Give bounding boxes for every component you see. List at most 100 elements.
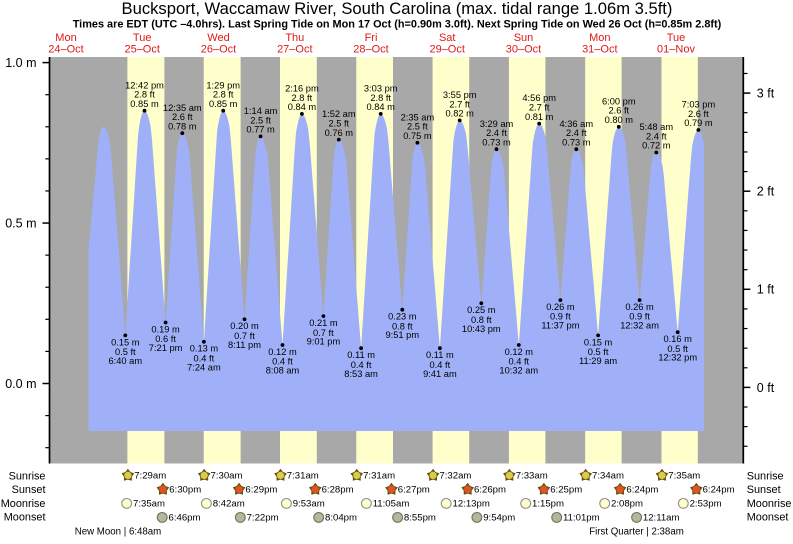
svg-text:0.15 m: 0.15 m	[584, 337, 613, 347]
svg-text:2:08pm: 2:08pm	[611, 499, 643, 510]
svg-text:2.6 ft: 2.6 ft	[688, 109, 709, 119]
svg-text:6:40 am: 6:40 am	[109, 356, 143, 366]
svg-text:5:48 am: 5:48 am	[640, 122, 674, 132]
svg-text:7:03 pm: 7:03 pm	[682, 100, 716, 110]
svg-text:0.4 ft: 0.4 ft	[351, 360, 372, 370]
svg-text:11:01pm: 11:01pm	[563, 513, 600, 524]
svg-text:0.4 ft: 0.4 ft	[508, 357, 529, 367]
svg-text:Fri: Fri	[365, 32, 378, 44]
svg-text:0.8 ft: 0.8 ft	[392, 321, 413, 331]
svg-text:7:31am: 7:31am	[287, 471, 319, 482]
svg-text:Sun: Sun	[514, 32, 534, 44]
svg-text:8:55pm: 8:55pm	[404, 513, 436, 524]
svg-text:6:00 pm: 6:00 pm	[602, 96, 636, 106]
svg-text:0.5 ft: 0.5 ft	[588, 347, 609, 357]
svg-text:1:14 am: 1:14 am	[244, 106, 278, 116]
svg-text:0.73 m: 0.73 m	[562, 137, 591, 147]
svg-text:0.8 ft: 0.8 ft	[471, 315, 492, 325]
svg-text:2.7 ft: 2.7 ft	[529, 103, 550, 113]
svg-text:Moonset: Moonset	[4, 512, 46, 524]
svg-text:0.11 m: 0.11 m	[426, 350, 454, 360]
svg-text:0.9 ft: 0.9 ft	[550, 312, 571, 322]
svg-text:2.7 ft: 2.7 ft	[449, 99, 470, 109]
svg-text:7:33am: 7:33am	[516, 471, 548, 482]
svg-text:9:53am: 9:53am	[293, 499, 325, 510]
svg-text:Sunset: Sunset	[12, 484, 46, 496]
svg-text:2.4 ft: 2.4 ft	[486, 128, 507, 138]
svg-text:0.5 ft: 0.5 ft	[115, 347, 136, 357]
svg-text:Sunrise: Sunrise	[747, 470, 784, 482]
svg-text:Times are EDT (UTC –4.0hrs). L: Times are EDT (UTC –4.0hrs). Last Spring…	[73, 19, 722, 31]
svg-text:0.84 m: 0.84 m	[288, 102, 317, 112]
svg-text:6:24pm: 6:24pm	[703, 485, 735, 496]
svg-text:0.26 m: 0.26 m	[625, 302, 654, 312]
svg-text:9:01 pm: 9:01 pm	[307, 337, 341, 347]
svg-text:0.73 m: 0.73 m	[482, 137, 511, 147]
svg-text:4:36 am: 4:36 am	[560, 119, 594, 129]
svg-text:Moonrise: Moonrise	[1, 498, 46, 510]
svg-text:3:55 pm: 3:55 pm	[443, 90, 477, 100]
svg-text:2.5 ft: 2.5 ft	[407, 122, 428, 132]
svg-text:0.78 m: 0.78 m	[168, 121, 197, 131]
svg-text:12:13pm: 12:13pm	[453, 499, 490, 510]
svg-text:29–Oct: 29–Oct	[429, 44, 464, 56]
svg-text:2.8 ft: 2.8 ft	[370, 93, 391, 103]
svg-text:0.11 m: 0.11 m	[347, 350, 375, 360]
svg-text:2.4 ft: 2.4 ft	[566, 128, 587, 138]
svg-text:Sunset: Sunset	[747, 484, 781, 496]
svg-text:2:35 am: 2:35 am	[401, 112, 435, 122]
svg-text:0.79 m: 0.79 m	[684, 118, 713, 128]
svg-text:0.7 ft: 0.7 ft	[234, 331, 255, 341]
svg-text:0.4 ft: 0.4 ft	[272, 357, 293, 367]
svg-text:0.12 m: 0.12 m	[268, 347, 297, 357]
svg-text:10:43 pm: 10:43 pm	[462, 324, 501, 334]
svg-text:0.80 m: 0.80 m	[605, 115, 634, 125]
svg-text:Bucksport, Waccamaw River, Sou: Bucksport, Waccamaw River, South Carolin…	[122, 0, 673, 18]
svg-text:11:29 am: 11:29 am	[579, 356, 617, 366]
svg-text:Thu: Thu	[285, 32, 304, 44]
svg-text:8:08 am: 8:08 am	[266, 366, 300, 376]
svg-text:8:42am: 8:42am	[213, 499, 245, 510]
svg-text:26–Oct: 26–Oct	[201, 44, 236, 56]
svg-text:10:32 am: 10:32 am	[499, 366, 538, 376]
svg-text:2.8 ft: 2.8 ft	[292, 93, 313, 103]
svg-text:6:24pm: 6:24pm	[626, 485, 658, 496]
svg-text:Tue: Tue	[667, 32, 686, 44]
svg-text:6:26pm: 6:26pm	[474, 485, 506, 496]
svg-text:2 ft: 2 ft	[757, 185, 775, 199]
svg-text:2.6 ft: 2.6 ft	[608, 106, 629, 116]
svg-text:0.82 m: 0.82 m	[445, 109, 474, 119]
svg-text:7:30am: 7:30am	[211, 471, 243, 482]
svg-text:6:27pm: 6:27pm	[398, 485, 430, 496]
svg-text:7:31am: 7:31am	[363, 471, 395, 482]
svg-text:New Moon | 6:48am: New Moon | 6:48am	[75, 526, 162, 537]
svg-text:Tue: Tue	[133, 32, 152, 44]
svg-text:0.23 m: 0.23 m	[388, 312, 417, 322]
svg-text:Moonrise: Moonrise	[747, 498, 792, 510]
svg-text:0 ft: 0 ft	[757, 381, 775, 395]
svg-text:0.5 m: 0.5 m	[5, 217, 36, 231]
svg-text:7:21 pm: 7:21 pm	[149, 343, 183, 353]
svg-text:0.77 m: 0.77 m	[246, 125, 275, 135]
svg-text:0.25 m: 0.25 m	[467, 305, 496, 315]
svg-text:6:25pm: 6:25pm	[550, 485, 582, 496]
svg-text:0.85 m: 0.85 m	[209, 99, 238, 109]
svg-text:2.5 ft: 2.5 ft	[250, 115, 271, 125]
svg-text:2.6 ft: 2.6 ft	[172, 112, 193, 122]
svg-text:9:41 am: 9:41 am	[423, 369, 457, 379]
svg-text:0.15 m: 0.15 m	[111, 337, 140, 347]
svg-text:24–Oct: 24–Oct	[48, 44, 83, 56]
svg-text:1 ft: 1 ft	[757, 283, 775, 297]
svg-text:Wed: Wed	[207, 32, 229, 44]
svg-text:6:46pm: 6:46pm	[169, 513, 201, 524]
svg-text:7:35am: 7:35am	[133, 499, 165, 510]
svg-text:0.13 m: 0.13 m	[190, 344, 219, 354]
svg-text:11:37 pm: 11:37 pm	[541, 321, 579, 331]
svg-text:1:52 am: 1:52 am	[322, 109, 356, 119]
svg-text:0.0 m: 0.0 m	[5, 377, 36, 391]
svg-text:12:11am: 12:11am	[643, 513, 680, 524]
svg-text:7:35am: 7:35am	[668, 471, 700, 482]
svg-text:28–Oct: 28–Oct	[353, 44, 388, 56]
svg-text:0.6 ft: 0.6 ft	[155, 334, 176, 344]
svg-text:0.72 m: 0.72 m	[642, 141, 671, 151]
